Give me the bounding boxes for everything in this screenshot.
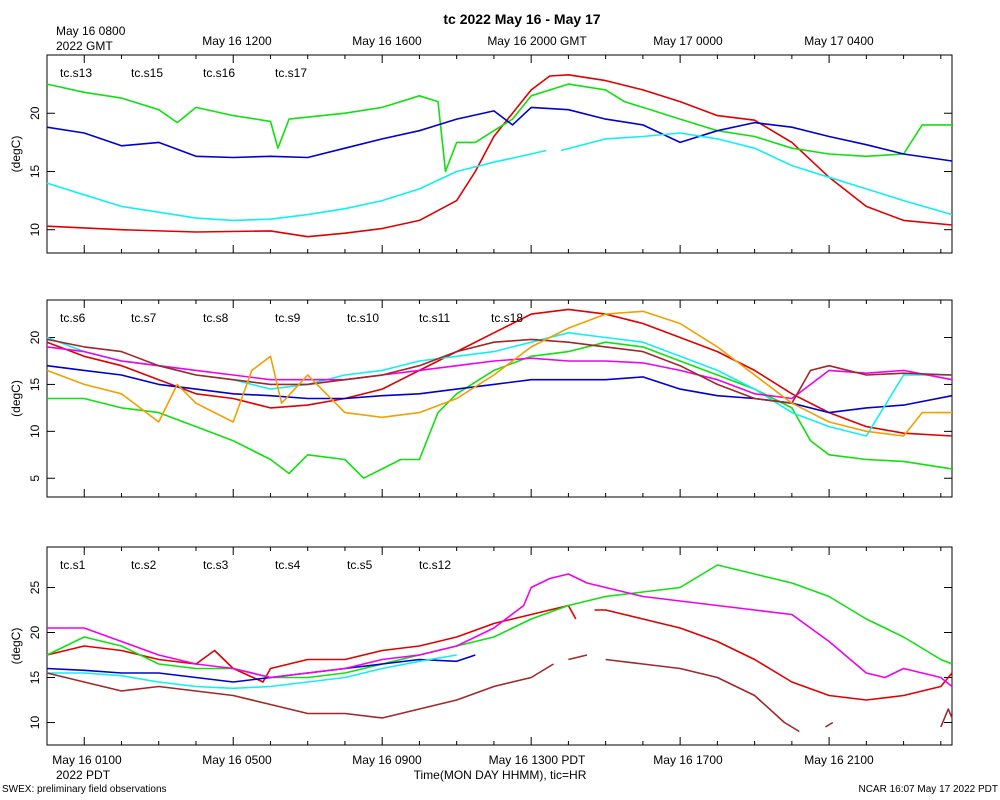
series-line-tc.s3 — [46, 654, 476, 683]
top-time-label: May 16 2000 GMT — [487, 34, 587, 48]
y-axis-label: (degC) — [9, 380, 23, 417]
legend-tc.s6: tc.s6 — [60, 311, 86, 325]
y-tick-label: 10 — [28, 424, 42, 438]
bottom-time-label: May 16 1700 — [653, 753, 723, 767]
y-tick-label: 20 — [28, 626, 42, 640]
bottom-origin-label: 2022 PDT — [56, 768, 111, 782]
bottom-time-label: May 16 0900 — [352, 753, 422, 767]
legend-tc.s1: tc.s1 — [60, 558, 86, 572]
series-line-tc.s15 — [46, 83, 952, 173]
bottom-time-label: May 16 1300 PDT — [489, 753, 586, 767]
series-line-tc.s1 — [46, 604, 953, 701]
footer-left: SWEX: preliminary field observations — [2, 784, 167, 795]
top-time-label: May 17 0400 — [804, 34, 874, 48]
legend-tc.s7: tc.s7 — [131, 311, 157, 325]
series-line-tc.s5 — [47, 573, 953, 688]
y-tick-label: 5 — [28, 475, 42, 482]
y-tick-label: 25 — [28, 581, 42, 595]
y-tick-label: 15 — [28, 377, 42, 391]
legend-tc.s9: tc.s9 — [275, 311, 301, 325]
y-tick-label: 10 — [28, 716, 42, 730]
panel-3: 10 15 20 25 (degC) tc.s1 tc.s2 tc.s3 tc.s4 tc.s5 t… — [9, 546, 953, 746]
legend-tc.s5: tc.s5 — [347, 558, 373, 572]
legend-tc.s13: tc.s13 — [60, 66, 92, 80]
chart-title: tc 2022 May 16 - May 17 — [443, 11, 600, 27]
legend-tc.s8: tc.s8 — [203, 311, 229, 325]
legend-tc.s4: tc.s4 — [275, 558, 301, 572]
series-line-tc.s13 — [46, 74, 953, 238]
footer-right: NCAR 16:07 May 17 2022 PDT — [858, 784, 998, 795]
y-tick-label: 20 — [28, 106, 42, 120]
top-origin-label-1: May 16 0800 — [56, 24, 126, 38]
top-origin-label-2: 2022 GMT — [56, 39, 113, 53]
legend-tc.s16: tc.s16 — [203, 66, 235, 80]
bottom-time-label: May 16 2100 — [804, 753, 874, 767]
top-time-label: May 16 1600 — [352, 34, 422, 48]
panel-1: 10 15 20 (degC) tc.s13 tc.s15 tc.s16 tc.s17 — [9, 54, 953, 254]
legend-tc.s12: tc.s12 — [419, 558, 451, 572]
series-line-tc.s7 — [47, 341, 953, 479]
y-tick-label: 15 — [28, 671, 42, 685]
series-line-tc.s4 — [47, 654, 457, 690]
series-line-tc.s6 — [46, 308, 953, 437]
y-tick-label: 20 — [28, 331, 42, 345]
legend-tc.s11: tc.s11 — [419, 311, 450, 325]
series-line-tc.s17 — [46, 132, 953, 222]
series-line-tc.s16 — [46, 106, 953, 162]
top-time-label: May 16 1200 — [202, 34, 272, 48]
legend-tc.s15: tc.s15 — [131, 66, 163, 80]
series-line-tc.s18 — [46, 310, 952, 437]
legend-tc.s18: tc.s18 — [491, 311, 523, 325]
bottom-time-label: May 16 0100 — [52, 753, 122, 767]
y-axis-label: (degC) — [9, 628, 23, 665]
series-line-tc.s10 — [46, 346, 953, 400]
y-axis-label: (degC) — [9, 136, 23, 173]
bottom-time-label: May 16 0500 — [202, 753, 272, 767]
legend-tc.s10: tc.s10 — [347, 311, 379, 325]
series-line-tc.s2 — [46, 564, 953, 679]
legend-tc.s3: tc.s3 — [203, 558, 229, 572]
y-tick-label: 10 — [28, 223, 42, 237]
legend-tc.s2: tc.s2 — [131, 558, 157, 572]
x-axis-label: Time(MON DAY HHMM), tic=HR — [414, 768, 587, 782]
y-tick-label: 15 — [28, 164, 42, 178]
series-line-tc.s12 — [46, 654, 953, 733]
panel-frame — [46, 54, 953, 254]
panel-2: 5 10 15 20 (degC) tc.s6 tc.s7 tc.s8 tc.s9 tc.s10 t… — [9, 299, 953, 498]
series-line-tc.s11 — [46, 338, 953, 404]
legend-tc.s17: tc.s17 — [275, 66, 307, 80]
top-time-label: May 17 0000 — [653, 34, 723, 48]
panel-frame — [46, 546, 953, 746]
